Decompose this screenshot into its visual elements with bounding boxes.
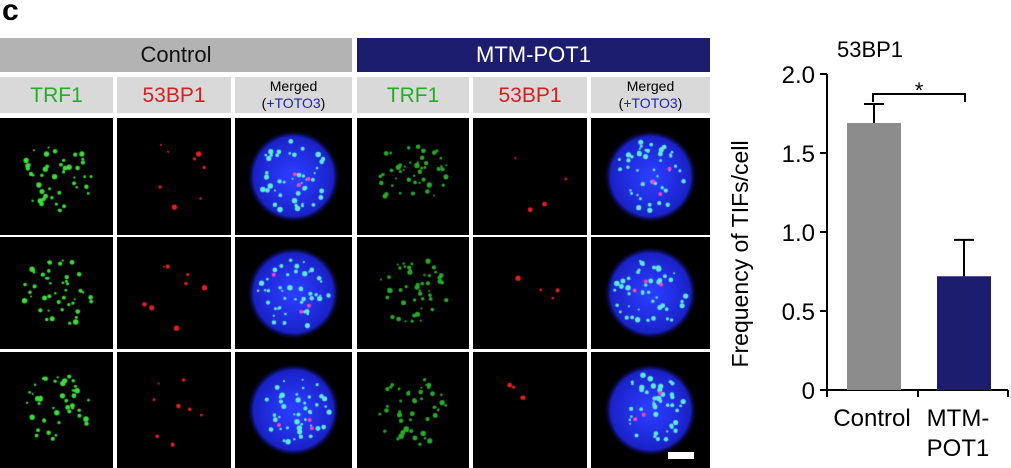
- trf1-micrograph: [357, 352, 469, 468]
- merged-text: Merged: [269, 78, 318, 94]
- bar-control: [847, 122, 901, 390]
- trf1-micrograph: [0, 118, 113, 235]
- 53bp1-micrograph: [473, 352, 587, 468]
- x-category-label: POT1: [927, 435, 990, 462]
- bar-mtm-pot1: [937, 276, 991, 390]
- trf1-micrograph: [0, 352, 113, 468]
- x-category-label: Control: [833, 405, 910, 432]
- control-header: Control: [0, 38, 352, 72]
- merged-micrograph: [235, 352, 352, 468]
- chart-title: 53BP1: [837, 37, 903, 62]
- merged-micrograph: [591, 352, 710, 468]
- label-53bp1: 53BP1: [117, 77, 231, 113]
- y-tick-label: 2.0: [782, 62, 815, 89]
- 53bp1-micrograph: [473, 237, 587, 349]
- mtm-pot1-header: MTM-POT1: [357, 38, 710, 72]
- 53bp1-micrograph: [117, 237, 231, 349]
- x-category-label: MTM-: [927, 405, 990, 432]
- label-53bp1: 53BP1: [473, 77, 587, 113]
- y-tick-label: 1.5: [782, 141, 815, 168]
- label-trf1: TRF1: [0, 77, 113, 113]
- y-tick-label: 0: [802, 378, 815, 405]
- merged-micrograph: [235, 118, 352, 235]
- merged-micrograph: [591, 118, 710, 235]
- y-tick-label: 0.5: [782, 299, 815, 326]
- toto3-text: (+TOTO3): [261, 95, 326, 111]
- trf1-micrograph: [0, 237, 113, 349]
- merged-micrograph: [235, 237, 352, 349]
- scale-bar: [668, 452, 694, 459]
- 53bp1-micrograph: [117, 352, 231, 468]
- 53bp1-micrograph: [473, 118, 587, 235]
- significance-star: *: [915, 78, 924, 103]
- label-merged: Merged (+TOTO3): [235, 77, 352, 113]
- toto3-text: (+TOTO3): [618, 95, 683, 111]
- panel-letter: c: [2, 0, 19, 27]
- merged-micrograph: [591, 237, 710, 349]
- label-merged: Merged (+TOTO3): [591, 77, 710, 113]
- significance-bracket: [872, 93, 966, 102]
- trf1-micrograph: [357, 118, 469, 235]
- trf1-micrograph: [357, 237, 469, 349]
- tif-bar-chart: 53BP1 Frequency of TIFs/cell 0 0.5 1.0 1.5 2…: [727, 37, 1009, 462]
- merged-text: Merged: [626, 78, 675, 94]
- 53bp1-micrograph: [117, 118, 231, 235]
- label-trf1: TRF1: [357, 77, 469, 113]
- y-tick-label: 1.0: [782, 220, 815, 247]
- y-axis-label: Frequency of TIFs/cell: [727, 140, 753, 367]
